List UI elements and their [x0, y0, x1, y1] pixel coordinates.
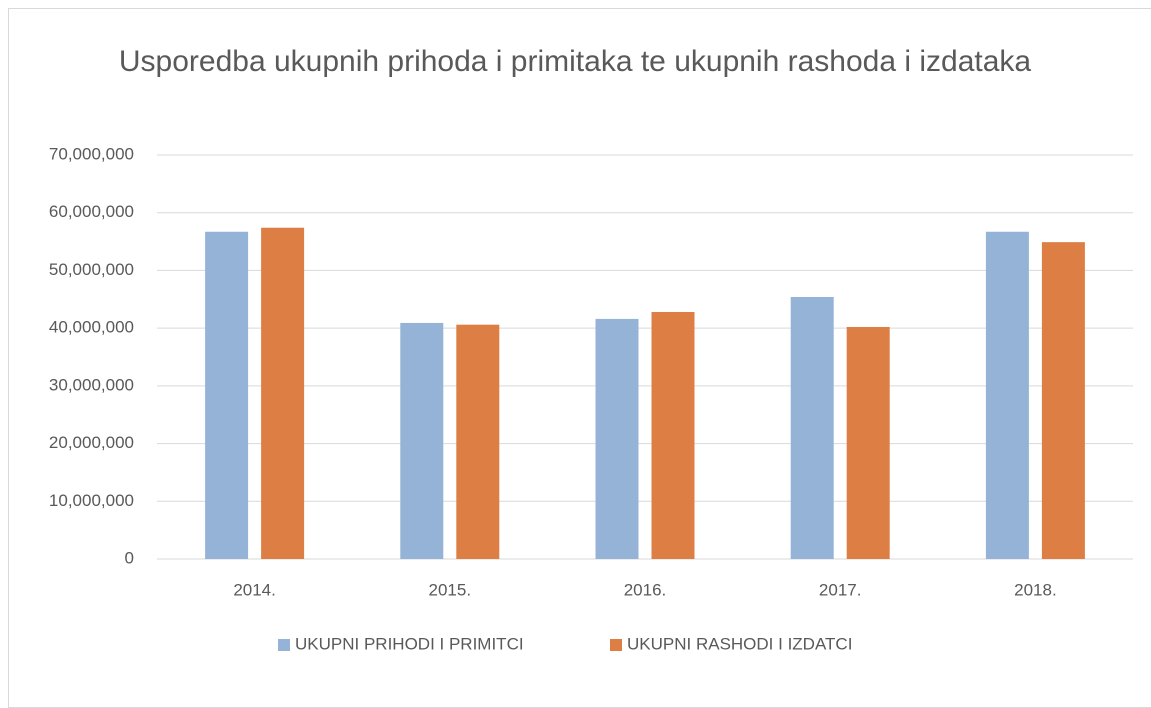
y-tick-label: 20,000,000: [49, 433, 134, 452]
y-tick-label: 30,000,000: [49, 375, 134, 394]
legend-label: UKUPNI PRIHODI I PRIMITCI: [295, 634, 524, 653]
x-tick-label: 2016.: [624, 580, 667, 599]
bar: [651, 311, 695, 559]
bar: [261, 227, 305, 559]
y-tick-label: 10,000,000: [49, 491, 134, 510]
x-tick-label: 2017.: [819, 580, 862, 599]
chart: 0 10,000,000 20,000,000 30,000,000 40,000,00…: [49, 144, 1133, 653]
bar: [456, 324, 500, 559]
y-tick-label: 60,000,000: [49, 202, 134, 221]
y-tick-label: 40,000,000: [49, 318, 134, 337]
bar: [1041, 242, 1085, 560]
bar: [985, 231, 1029, 559]
bar: [595, 318, 639, 559]
x-tick-label: 2018.: [1014, 580, 1057, 599]
chart-title: Usporedba ukupnih prihoda i primitaka te…: [118, 45, 1032, 78]
bar: [846, 326, 890, 559]
x-tick-label: 2014.: [233, 580, 276, 599]
legend-label: UKUPNI RASHODI I IZDATCI: [627, 634, 852, 653]
bar: [400, 322, 444, 559]
y-tick-label: 0: [125, 548, 134, 567]
bar: [205, 231, 249, 559]
page: {"chart_data": {"type": "bar", "title": …: [8, 8, 1151, 708]
legend-swatch: [610, 639, 622, 651]
y-tick-label: 50,000,000: [49, 260, 134, 279]
legend-swatch: [278, 639, 290, 651]
x-tick-label: 2015.: [429, 580, 472, 599]
y-tick-label: 70,000,000: [49, 144, 134, 163]
bar: [790, 296, 834, 559]
